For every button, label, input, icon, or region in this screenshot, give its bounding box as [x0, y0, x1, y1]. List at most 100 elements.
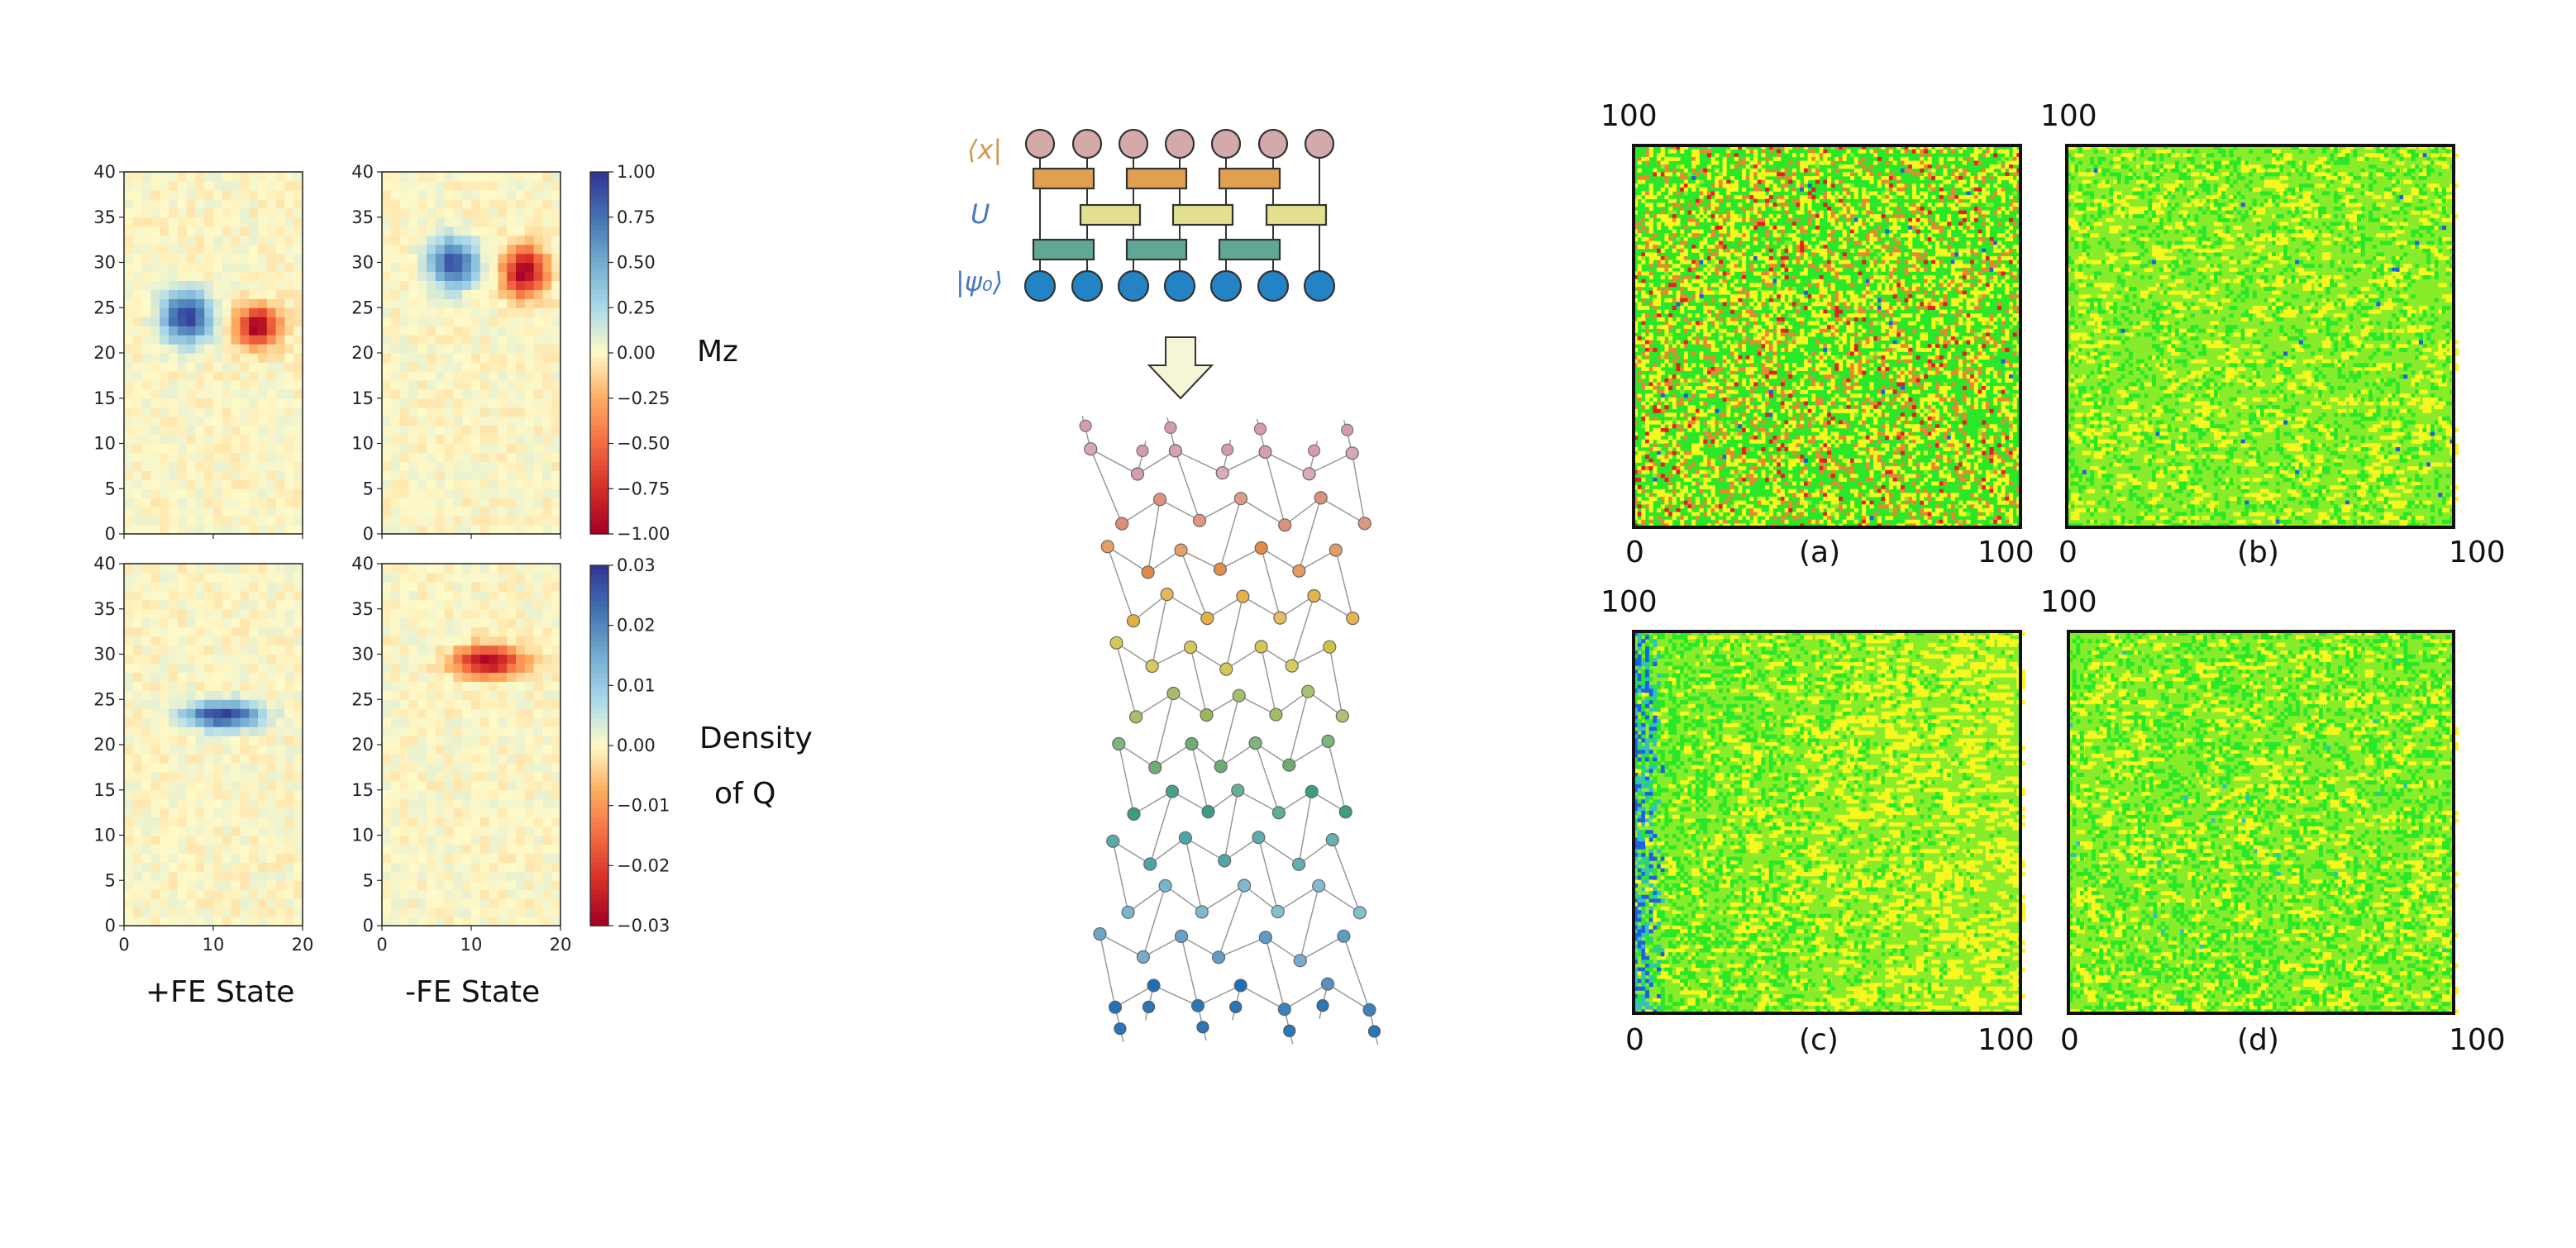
circuit-section: ⟨x| U |ψ₀⟩: [942, 107, 1389, 1083]
output-node: [1257, 128, 1289, 160]
y-tick-label: 15: [351, 388, 374, 408]
lattice-node: [1258, 445, 1272, 459]
gate-orange-3: [1218, 167, 1281, 190]
gate-yellow-1: [1079, 203, 1142, 226]
x-tick-label: 10: [203, 935, 225, 955]
y-tick-label: 20: [351, 343, 374, 363]
density-colorbar: 0.03 0.02 0.01 0.00 −0.01 −0.02 −0.03: [589, 555, 670, 936]
gate-yellow-3: [1265, 203, 1328, 226]
density-label-line1: Density: [699, 722, 813, 755]
lattice-node: [1232, 688, 1246, 703]
lattice-snapshots: [1632, 144, 2459, 1015]
colorbar-tick-label: 0.02: [617, 616, 656, 636]
output-node: [1210, 128, 1242, 160]
psi0-label: |ψ₀⟩: [956, 266, 1003, 298]
lattice-node: [1168, 444, 1182, 458]
quantum-circuit-diagram: ⟨x| U |ψ₀⟩: [956, 128, 1381, 1046]
y-tick-label: 30: [351, 645, 374, 664]
lattice-node: [1158, 879, 1172, 893]
lattice-node: [1212, 950, 1226, 965]
lattice-node: [1192, 513, 1207, 527]
lattice-node: [1307, 588, 1321, 603]
grid-b-ymax: 100: [2040, 99, 2097, 133]
y-tick-label: 0: [105, 524, 116, 544]
colorbar-tick-label: 1.00: [617, 162, 656, 182]
y-tick-label: 20: [351, 735, 374, 755]
x-tick-label: 0: [376, 935, 387, 955]
y-tick-label: 5: [105, 479, 116, 498]
density-label-line2: of Q: [714, 777, 776, 811]
col-label-minus-fe: -FE State: [405, 975, 541, 1009]
grid-c-ymax: 100: [1600, 585, 1658, 619]
grid-a-xmax: 100: [1977, 536, 2035, 569]
y-tick-label: 35: [93, 207, 116, 227]
y-tick-label: 5: [363, 479, 374, 498]
lattice-node: [1084, 442, 1098, 456]
y-tick-label: 10: [93, 826, 116, 845]
lattice-node: [1147, 979, 1161, 993]
colorbar-tick-label: −0.75: [617, 479, 670, 498]
lattice-node: [1165, 784, 1180, 798]
lattice-node: [1323, 640, 1337, 654]
lattice-node: [1126, 614, 1141, 628]
output-node: [1304, 128, 1335, 160]
lattice-node: [1108, 1000, 1123, 1014]
grid-b-heatmap: [2065, 144, 2459, 529]
lattice-node: [1314, 491, 1328, 505]
lattice-node: [1121, 905, 1135, 919]
lattice-node: [1129, 710, 1143, 724]
lattice-node: [1200, 707, 1214, 722]
gate-orange-2: [1125, 167, 1188, 190]
grid-c-label: (c): [1799, 1023, 1839, 1057]
y-tick-label: 35: [351, 599, 374, 619]
lattice-node: [1106, 834, 1120, 848]
grid-d-heatmap: [2067, 630, 2459, 1015]
heatmap-mz-plus-fe: 0 5 10 15 20 25 30 35 40: [93, 162, 303, 544]
grid-d-label: (d): [2237, 1023, 2279, 1057]
input-node: [1163, 269, 1196, 302]
lattice-node: [1174, 543, 1188, 557]
lattice-node: [1127, 807, 1141, 822]
lattice-node: [1254, 541, 1268, 555]
grid-b-x0: 0: [2058, 536, 2077, 569]
lattice-node: [1109, 636, 1123, 650]
grid-d-ymax: 100: [2040, 585, 2097, 619]
input-node: [1117, 269, 1150, 302]
y-tick-label: 25: [351, 689, 374, 709]
y-tick-label: 15: [93, 780, 116, 800]
y-tick-label: 40: [93, 162, 116, 182]
lattice-node: [1185, 736, 1199, 751]
lattice-node: [1213, 562, 1227, 576]
lattice-node: [1352, 906, 1367, 920]
lattice-node: [1231, 784, 1245, 798]
y-tick-label: 40: [93, 554, 116, 574]
lattice-node: [1282, 758, 1296, 772]
gate-orange-1: [1032, 167, 1095, 190]
output-node: [1164, 128, 1195, 160]
colorbar-tick-label: −0.50: [617, 434, 670, 454]
lattice-node: [1278, 518, 1292, 532]
y-tick-label: 5: [105, 870, 116, 890]
grid-c-xmax: 100: [1977, 1023, 2035, 1057]
colorbar-tick-label: −0.03: [617, 916, 670, 936]
input-node: [1071, 269, 1104, 302]
lattice-node: [1215, 466, 1229, 480]
grid-d-x0: 0: [2060, 1023, 2079, 1057]
lattice-node: [1236, 589, 1250, 603]
down-arrow-icon: [1147, 336, 1214, 400]
lattice-node: [1292, 857, 1306, 871]
heatmap-q-minus-fe: 0 5 10 15 20 25 30 35 40 0 10 20: [351, 554, 571, 955]
lattice-node: [1248, 736, 1262, 750]
gate-teal-2: [1125, 238, 1188, 261]
lattice-node: [1357, 517, 1371, 531]
y-tick-label: 30: [93, 645, 116, 664]
bra-x-label: ⟨x|: [967, 134, 1002, 165]
grid-a-ymax: 100: [1600, 99, 1658, 133]
input-node: [1303, 269, 1336, 302]
y-tick-label: 10: [351, 826, 374, 845]
input-node: [1209, 269, 1243, 302]
lattice-node: [1292, 564, 1306, 578]
lattice-node: [1115, 517, 1129, 531]
grid-section: 100 100 100 100 0 (a) 100 0 (b) 100 0 (c…: [1571, 83, 2530, 1074]
lattice-node: [1166, 686, 1181, 701]
